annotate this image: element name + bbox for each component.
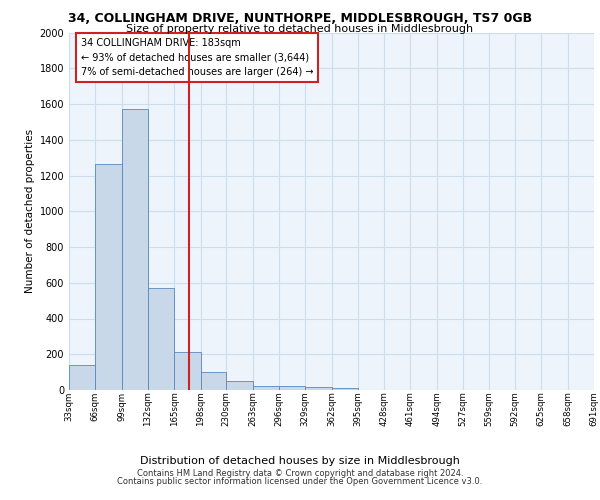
Text: 34 COLLINGHAM DRIVE: 183sqm
← 93% of detached houses are smaller (3,644)
7% of s: 34 COLLINGHAM DRIVE: 183sqm ← 93% of det… — [81, 38, 313, 78]
Text: Contains HM Land Registry data © Crown copyright and database right 2024.: Contains HM Land Registry data © Crown c… — [137, 468, 463, 477]
Bar — [279, 386, 305, 390]
Text: Size of property relative to detached houses in Middlesbrough: Size of property relative to detached ho… — [127, 24, 473, 34]
Text: 34, COLLINGHAM DRIVE, NUNTHORPE, MIDDLESBROUGH, TS7 0GB: 34, COLLINGHAM DRIVE, NUNTHORPE, MIDDLES… — [68, 12, 532, 26]
Text: Distribution of detached houses by size in Middlesbrough: Distribution of detached houses by size … — [140, 456, 460, 466]
Bar — [305, 388, 331, 390]
Bar — [148, 288, 175, 390]
Bar — [331, 388, 358, 390]
Bar — [200, 372, 226, 390]
Bar — [253, 386, 279, 390]
Y-axis label: Number of detached properties: Number of detached properties — [25, 129, 35, 294]
Bar — [122, 110, 148, 390]
Bar — [69, 365, 95, 390]
Text: Contains public sector information licensed under the Open Government Licence v3: Contains public sector information licen… — [118, 477, 482, 486]
Bar — [95, 164, 122, 390]
Bar — [226, 382, 253, 390]
Bar — [175, 352, 200, 390]
